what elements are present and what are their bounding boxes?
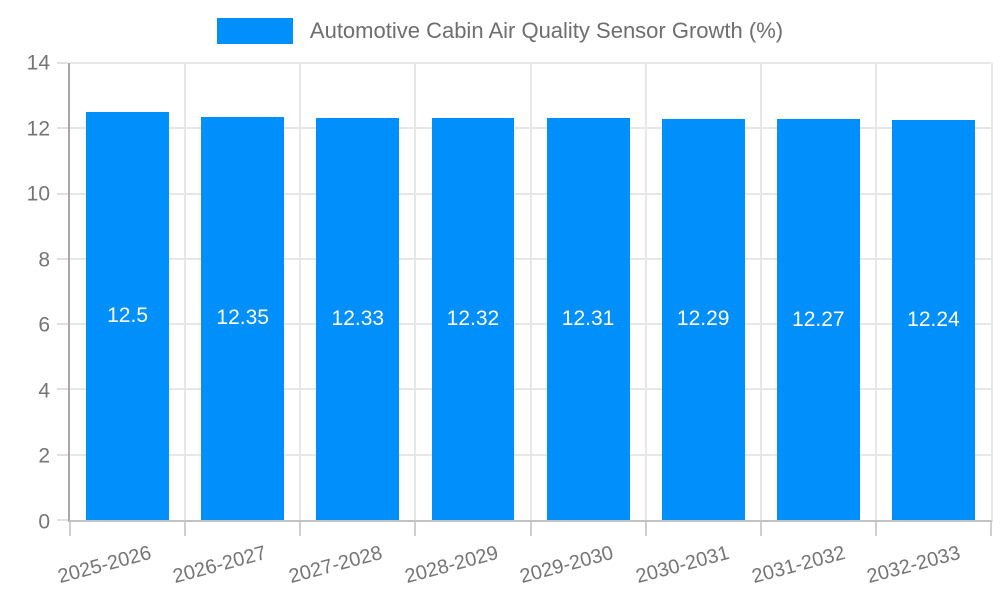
x-tick	[184, 522, 187, 536]
y-axis-labels: 0 2 4 6 8 10 12 14	[0, 53, 50, 533]
v-gridline	[529, 63, 532, 520]
legend[interactable]: Automotive Cabin Air Quality Sensor Grow…	[0, 18, 1000, 44]
x-tick	[414, 522, 417, 536]
x-tick	[990, 522, 992, 536]
bar-value-label: 12.29	[676, 307, 730, 331]
x-tick	[874, 522, 877, 536]
bar-value-label: 12.24	[907, 308, 960, 332]
y-tick-label: 2	[38, 444, 50, 468]
legend-label: Automotive Cabin Air Quality Sensor Grow…	[309, 18, 784, 43]
bar-value-label: 12.33	[331, 306, 385, 330]
bar-2030-2031[interactable]: 12.29	[661, 118, 745, 520]
bar-2026-2027[interactable]: 12.35	[201, 116, 285, 520]
y-tick	[57, 519, 68, 521]
bar-cell: 12.29	[646, 63, 761, 520]
y-tick-label: 0	[38, 510, 50, 534]
y-tick	[57, 453, 68, 456]
y-tick-label: 4	[38, 379, 50, 403]
y-tick-label: 12	[26, 117, 50, 141]
bar-2032-2033[interactable]: 12.24	[892, 120, 975, 520]
v-gridline	[874, 63, 877, 520]
bar-2027-2028[interactable]: 12.33	[316, 117, 400, 520]
bar-cell: 12.24	[876, 63, 991, 520]
legend-swatch	[216, 18, 293, 44]
bar-value-label: 12.5	[107, 303, 148, 327]
bar-value-label: 12.35	[216, 306, 269, 330]
x-tick	[69, 522, 71, 536]
bar-cell: 12.31	[531, 63, 646, 520]
x-tick	[644, 522, 647, 536]
v-gridline	[759, 63, 762, 520]
x-tick	[759, 522, 762, 536]
bar-2028-2029[interactable]: 12.32	[431, 117, 515, 520]
bar-cell: 12.33	[300, 63, 415, 520]
y-tick-label: 10	[26, 182, 50, 206]
bar-value-label: 12.32	[446, 306, 500, 330]
bar-cell: 12.32	[415, 63, 530, 520]
y-tick-label: 14	[26, 51, 50, 75]
bar-cell: 12.5	[70, 63, 185, 520]
bar-2025-2026[interactable]: 12.5	[86, 111, 169, 520]
y-tick	[57, 388, 68, 391]
x-tick	[299, 522, 302, 536]
bar-2031-2032[interactable]: 12.27	[776, 119, 860, 520]
bar-cell: 12.35	[185, 63, 300, 520]
v-gridline	[644, 63, 647, 520]
y-tick-label: 6	[38, 313, 50, 337]
v-gridline	[184, 63, 187, 520]
y-tick	[57, 192, 68, 195]
x-axis-labels: 2025-2026 2026-2027 2027-2028 2028-2029 2029…	[55, 538, 993, 600]
y-tick-label: 8	[38, 248, 50, 272]
bar-cell: 12.27	[761, 63, 876, 520]
x-tick	[529, 522, 532, 536]
y-tick	[57, 323, 68, 326]
y-tick	[57, 257, 68, 260]
y-tick	[57, 127, 68, 130]
bar-value-label: 12.27	[792, 307, 845, 331]
v-gridline	[299, 63, 302, 520]
plot-area: 12.5 12.35 12.33 12.32 12.31 12.29 12.27 12.24	[57, 62, 993, 536]
v-gridline	[414, 63, 417, 520]
bar-2029-2030[interactable]: 12.31	[546, 118, 630, 520]
bar-value-label: 12.31	[561, 307, 615, 331]
y-tick	[57, 62, 68, 64]
